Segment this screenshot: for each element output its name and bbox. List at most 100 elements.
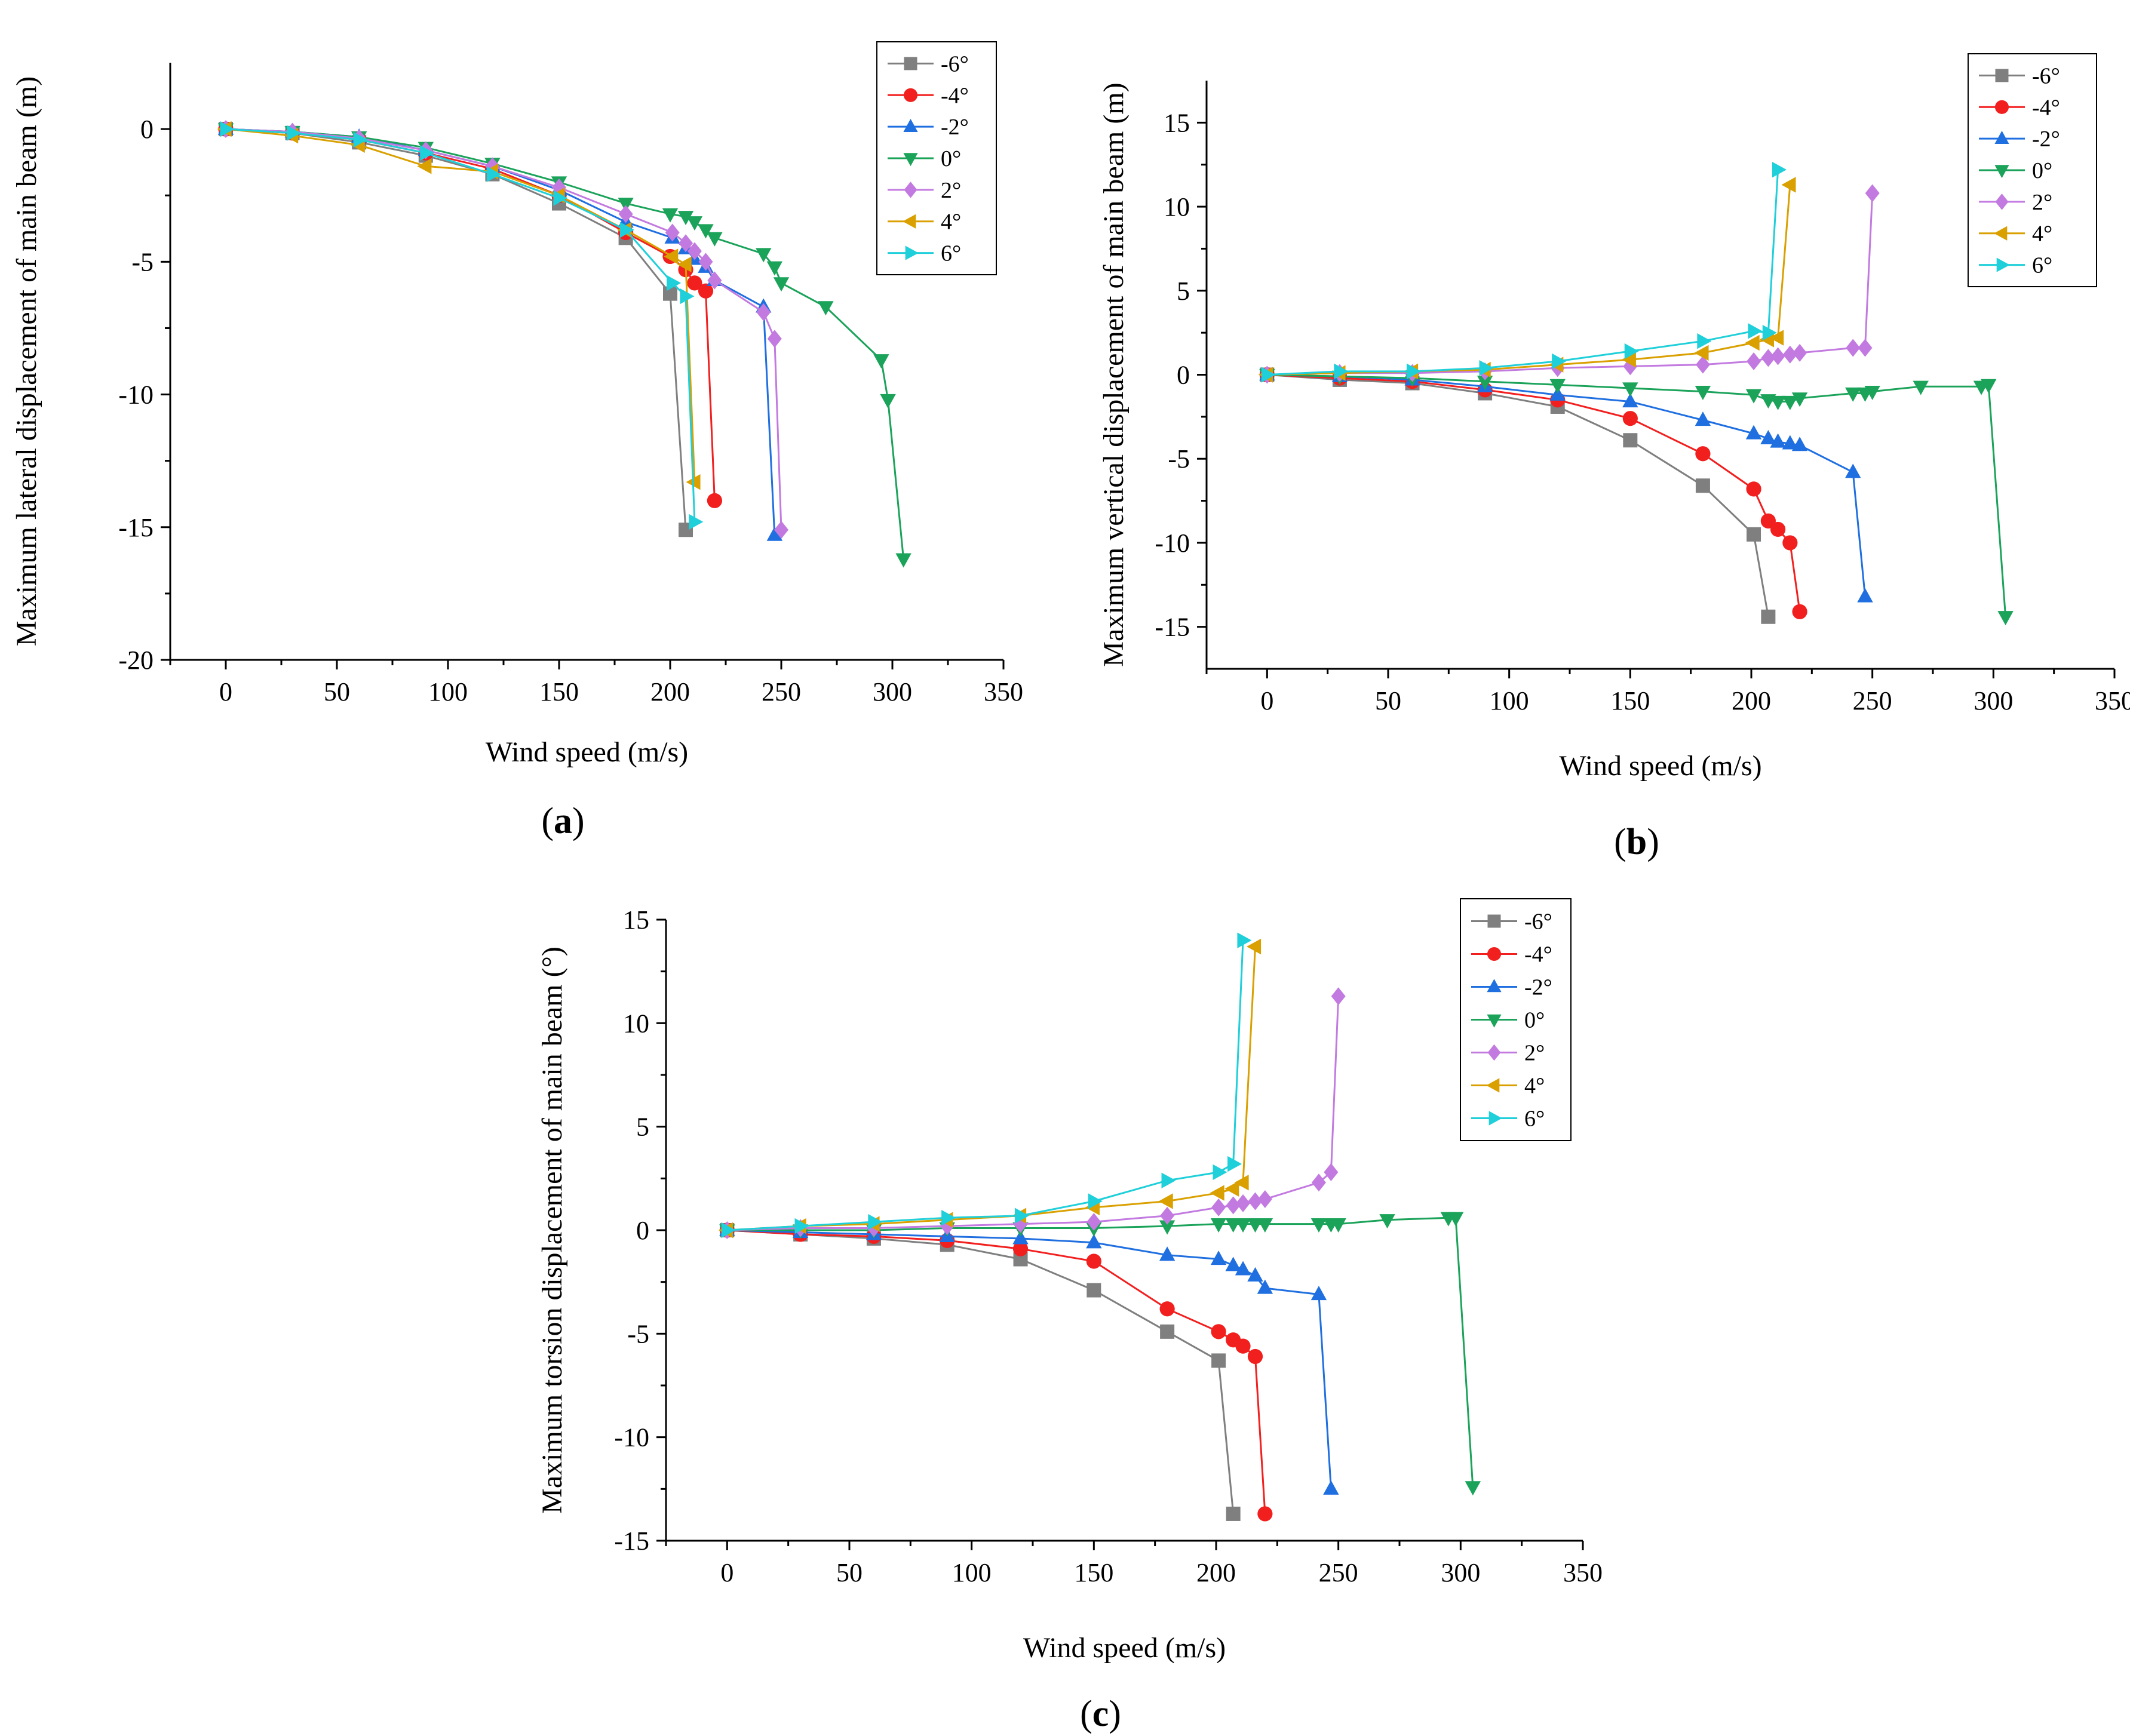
data-point	[689, 514, 704, 530]
legend-label: 0°	[2032, 158, 2052, 183]
legend-marker	[903, 214, 916, 229]
data-point	[486, 166, 501, 182]
data-point	[553, 190, 568, 206]
data-point	[1234, 1175, 1249, 1191]
legend-label: 4°	[2032, 222, 2052, 247]
data-point	[707, 271, 722, 290]
data-point	[721, 1222, 736, 1239]
data-point	[1211, 1198, 1226, 1216]
data-point	[1088, 1193, 1103, 1209]
data-point	[1323, 1480, 1339, 1495]
data-point	[1257, 1190, 1272, 1208]
data-point	[1782, 535, 1798, 551]
legend-label: 0°	[1524, 1008, 1545, 1033]
legend: -6° -4° -2° 0° 2° 4° 6°	[1968, 53, 2097, 287]
data-point	[1087, 1283, 1101, 1298]
series-line	[1267, 374, 1801, 612]
series-line	[225, 128, 782, 530]
data-point	[679, 234, 693, 253]
data-point	[1981, 379, 1997, 394]
data-point	[1160, 1324, 1175, 1339]
y-tick-label: -15	[1155, 613, 1190, 642]
legend-label: -6°	[941, 51, 969, 76]
data-point	[1694, 345, 1709, 361]
data-point	[1159, 1246, 1176, 1261]
x-tick-label: 200	[1732, 686, 1771, 715]
data-point	[1086, 1234, 1102, 1249]
legend-label: -4°	[941, 83, 969, 108]
x-tick-label: 50	[324, 677, 350, 706]
data-point	[1210, 1185, 1224, 1201]
x-tick-label: 200	[650, 677, 690, 706]
y-tick-label: 15	[623, 905, 649, 935]
legend-label: -4°	[2032, 95, 2060, 120]
series-line	[1267, 374, 1866, 597]
data-point	[1549, 379, 1566, 394]
y-axis-label: Maximum vertical displacement of main be…	[1098, 82, 1130, 666]
data-point	[1213, 1164, 1227, 1181]
data-point	[774, 521, 788, 539]
chart-b: 0 50 100 150 200 250 300 350 -15 -10 -5 0 5 10 15 Wind …	[1098, 53, 2130, 862]
series-6°	[220, 121, 704, 530]
data-point	[868, 1213, 883, 1230]
data-point	[1211, 1324, 1226, 1339]
data-point	[1864, 386, 1880, 401]
x-tick-label: 350	[984, 677, 1023, 706]
x-tick-label: 150	[1610, 686, 1650, 715]
data-point	[664, 248, 679, 265]
series--6°	[720, 1223, 1241, 1521]
y-tick-label: -15	[614, 1526, 649, 1556]
data-point	[873, 354, 889, 369]
data-point	[794, 1218, 809, 1234]
legend-label: 6°	[941, 241, 961, 266]
legend-label: 2°	[2032, 190, 2052, 215]
data-point	[220, 121, 235, 137]
data-point	[1247, 1267, 1263, 1282]
legend-marker	[1487, 1044, 1501, 1061]
data-point	[1324, 1163, 1339, 1181]
data-point	[756, 303, 771, 321]
series--4°	[719, 1222, 1273, 1522]
data-point	[687, 275, 702, 291]
data-point	[620, 222, 634, 238]
data-point	[1224, 1181, 1239, 1197]
series--4°	[218, 121, 722, 508]
data-point	[1791, 437, 1808, 451]
y-tick-label: 0	[140, 115, 154, 144]
data-point	[677, 256, 692, 272]
data-point	[1695, 386, 1711, 401]
x-tick-label: 100	[428, 677, 468, 706]
data-point	[1747, 352, 1761, 370]
data-point	[1159, 1220, 1176, 1235]
legend: -6° -4° -2° 0° 2° 4° 6°	[1460, 898, 1572, 1141]
data-point	[1760, 430, 1776, 445]
legend-label: 4°	[1524, 1074, 1545, 1099]
series-line	[1267, 374, 2007, 617]
series--6°	[1260, 367, 1776, 624]
data-point	[773, 277, 790, 292]
legend-marker	[1995, 193, 2009, 210]
series-line	[727, 1229, 1235, 1514]
data-point	[1913, 380, 1929, 395]
y-tick-label: -5	[1168, 444, 1190, 474]
data-point	[287, 125, 301, 141]
x-tick-label: 350	[2095, 686, 2130, 715]
data-point	[1791, 392, 1808, 407]
y-tick-label: 0	[636, 1216, 649, 1245]
data-point	[1012, 1230, 1029, 1245]
legend-marker	[904, 182, 917, 198]
data-point	[1161, 1172, 1176, 1188]
data-point	[665, 223, 680, 242]
data-point	[1311, 1173, 1326, 1192]
panel-label: (c)	[1080, 1694, 1121, 1734]
data-point	[1621, 351, 1636, 368]
data-point	[1746, 481, 1761, 497]
data-point	[707, 493, 722, 508]
legend-marker	[1487, 1014, 1502, 1028]
y-tick-label: 5	[636, 1113, 649, 1142]
data-point	[1236, 1194, 1251, 1212]
legend-label: -2°	[941, 115, 969, 140]
data-point	[698, 253, 713, 271]
data-point	[1406, 363, 1421, 380]
